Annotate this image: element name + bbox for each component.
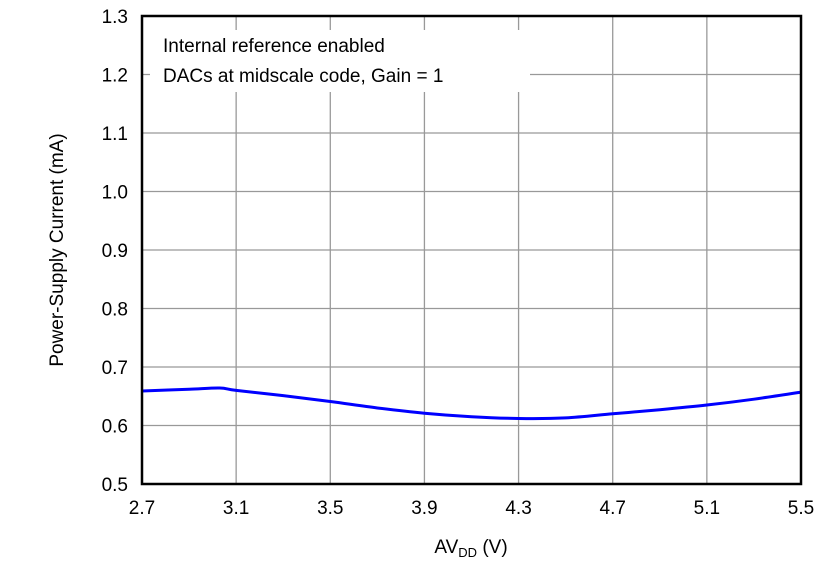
x-tick-label: 3.5: [317, 498, 343, 519]
y-tick-label: 0.7: [102, 358, 128, 379]
tick-labels: 2.7 3.1 3.5 3.9 4.3 4.7 5.1 5.5 0.5 0.6 0.7 0.8 0.9 1…: [102, 7, 815, 519]
annotation-background: [150, 30, 530, 92]
annotation-line-2: DACs at midscale code, Gain = 1: [163, 66, 443, 87]
y-tick-label: 0.9: [102, 241, 128, 262]
y-tick-label: 1.3: [102, 7, 128, 28]
series-line: [141, 386, 802, 421]
y-tick-label: 0.6: [102, 417, 128, 438]
x-tick-label: 5.5: [788, 498, 814, 519]
x-tick-label: 3.9: [411, 498, 437, 519]
x-axis-label: AVDD (V): [434, 537, 507, 559]
x-tick-label: 4.3: [505, 498, 531, 519]
y-tick-label: 1.0: [102, 183, 128, 204]
series: [141, 386, 802, 421]
x-tick-label: 3.1: [223, 498, 249, 519]
y-tick-label: 0.8: [102, 300, 128, 321]
y-tick-label: 1.2: [102, 66, 128, 87]
x-tick-label: 2.7: [129, 498, 155, 519]
y-tick-label: 0.5: [102, 475, 128, 496]
x-tick-label: 5.1: [694, 498, 720, 519]
annotation-line-1: Internal reference enabled: [163, 36, 385, 57]
y-tick-label: 1.1: [102, 124, 128, 145]
x-tick-label: 4.7: [600, 498, 626, 519]
plot-frame: [140, 14, 803, 486]
y-axis-label: Power-Supply Current (mA): [47, 133, 68, 366]
